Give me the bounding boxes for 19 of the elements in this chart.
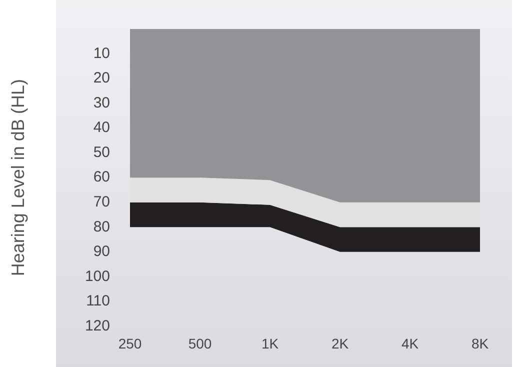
y-tick-label: 10 [93,44,110,62]
y-tick-label: 70 [93,194,110,211]
x-tick-label: 250 [118,335,142,352]
y-tick-label: 60 [93,168,110,186]
y-tick-label: 50 [93,144,110,161]
x-tick-label: 2K [331,335,350,352]
y-tick-label: 30 [93,94,110,112]
x-tick-label: 8K [471,335,490,352]
y-tick-label: 20 [93,70,110,87]
y-axis-title: Hearing Level in dB (HL) [8,79,28,276]
y-tick-label: 120 [84,317,110,334]
y-tick-label: 110 [86,292,110,310]
y-tick-label: 100 [84,268,110,285]
y-tick-label: 80 [93,218,110,236]
x-tick-label: 500 [188,335,212,352]
y-tick-label: 90 [93,243,110,260]
x-tick-label: 1K [261,335,280,352]
y-tick-label: 40 [93,119,110,136]
x-tick-label: 4K [401,335,420,352]
